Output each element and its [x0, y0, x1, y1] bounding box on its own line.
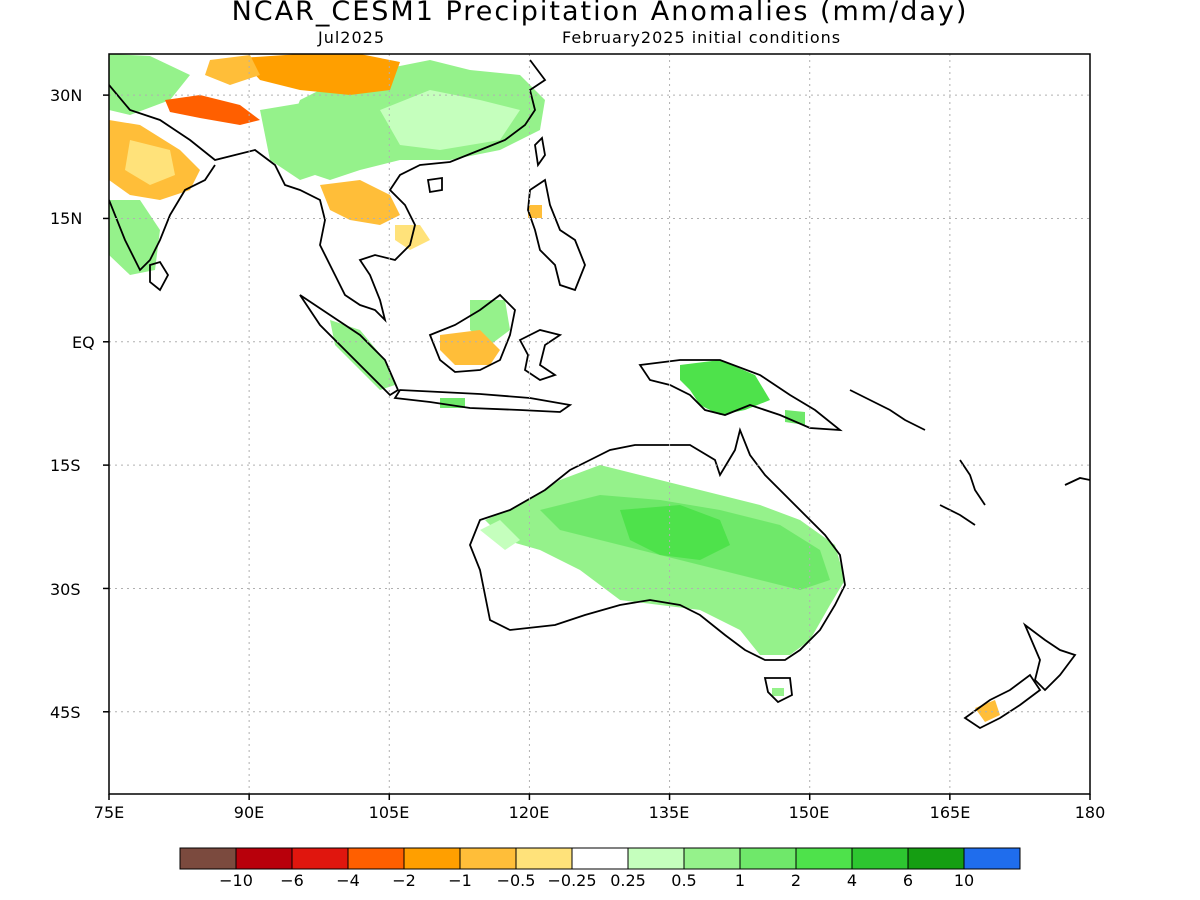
solomons: [849, 389, 926, 431]
colorbar-tick-label: −0.25: [547, 871, 597, 890]
colorbar-tick-label: −4: [336, 871, 360, 890]
lon-label-105e: 105E: [368, 803, 410, 822]
india-ne-wet: [260, 100, 340, 180]
central-australia-wet: [620, 505, 730, 560]
new-guinea: [638, 359, 843, 432]
lat-label-30s: 30S: [50, 580, 81, 599]
plot-frame: [108, 53, 1091, 795]
lat-label-eq: EQ: [72, 333, 95, 352]
colorbar-swatch: [795, 847, 853, 870]
colorbar-tick-label: −10: [219, 871, 253, 890]
colorbar-swatch: [403, 847, 461, 870]
tasmania: [763, 677, 793, 704]
colorbar-tick-label: −6: [280, 871, 304, 890]
colorbar-tick-label: 4: [846, 871, 858, 890]
philippines: [527, 178, 586, 292]
lat-label-45s: 45S: [50, 703, 81, 722]
lat-label-15n: 15N: [50, 209, 83, 228]
india-dry-light: [125, 140, 175, 185]
colorbar-tick-label: 2: [790, 871, 802, 890]
forecast-month: Jul2025: [318, 28, 386, 47]
lon-label-150e: 150E: [788, 803, 830, 822]
sri-lanka: [149, 260, 170, 292]
fiji: [1064, 477, 1090, 486]
tibet-dry-light: [205, 55, 260, 85]
hainan: [426, 176, 443, 194]
australia: [469, 427, 846, 661]
png-wet-light: [785, 410, 805, 425]
nz-south: [963, 673, 1042, 730]
colorbar-swatch: [963, 847, 1021, 870]
initial-conditions: February2025 initial conditions: [562, 28, 842, 47]
colorbar-swatch: [627, 847, 685, 870]
colorbar-swatch: [291, 847, 349, 870]
tasmania-wet: [772, 688, 784, 696]
australia-wet-outer: [480, 520, 520, 550]
anomaly-fields: [109, 54, 1000, 722]
colorbar-swatch: [179, 847, 237, 870]
colorbar-tick-label: −0.5: [496, 871, 536, 890]
lat-label-15s: 15S: [50, 456, 81, 475]
india-coast: [109, 164, 216, 272]
colorbar-tick-label: −1: [448, 871, 472, 890]
colorbar-tick-label: 1: [734, 871, 746, 890]
colorbar-tick-label: −2: [392, 871, 416, 890]
sumatra: [299, 294, 400, 397]
asia-coast: [109, 59, 547, 323]
colorbar-tick-label: 10: [953, 871, 975, 890]
nz-north: [1022, 622, 1077, 692]
china-wet-light: [380, 90, 520, 150]
new-zealand-dry: [975, 700, 1000, 722]
colorbar-swatch: [459, 847, 517, 870]
colorbar-swatch: [571, 847, 629, 870]
sumatra-wet: [330, 320, 395, 390]
colorbar-tick-label: 6: [902, 871, 914, 890]
lon-label-120e: 120E: [508, 803, 550, 822]
colorbar-tick-label: 0.5: [671, 871, 697, 890]
colorbar: [179, 847, 1021, 870]
lon-label-75e: 75E: [93, 803, 125, 822]
borneo: [428, 293, 516, 373]
taiwan: [534, 136, 546, 168]
colorbar-swatch: [235, 847, 293, 870]
coastlines: [109, 59, 1090, 730]
gridlines: [109, 54, 1090, 794]
colorbar-swatch: [851, 847, 909, 870]
colorbar-tick-label: 0.25: [610, 871, 646, 890]
colorbar-swatch: [907, 847, 965, 870]
colorbar-swatch: [683, 847, 741, 870]
new-caledonia: [939, 504, 976, 526]
new-guinea-wet: [680, 360, 770, 415]
lon-label-165e: 165E: [929, 803, 971, 822]
axis-ticks: [103, 94, 1091, 800]
sulawesi: [518, 329, 563, 381]
colorbar-swatch: [739, 847, 797, 870]
lon-label-135e: 135E: [648, 803, 690, 822]
philippines-dry: [528, 205, 542, 218]
vanuatu: [959, 459, 986, 506]
lat-label-30n: 30N: [50, 86, 83, 105]
himalaya-dry: [165, 95, 260, 125]
borneo-dry: [440, 330, 500, 365]
map-title: NCAR_CESM1 Precipitation Anomalies (mm/d…: [231, 0, 969, 27]
tibet-dry: [240, 54, 400, 95]
colorbar-swatch: [515, 847, 573, 870]
indochina-dry: [320, 180, 400, 225]
lon-label-180: 180: [1074, 803, 1106, 822]
java: [393, 389, 573, 413]
lon-label-90e: 90E: [233, 803, 265, 822]
colorbar-swatch: [347, 847, 405, 870]
